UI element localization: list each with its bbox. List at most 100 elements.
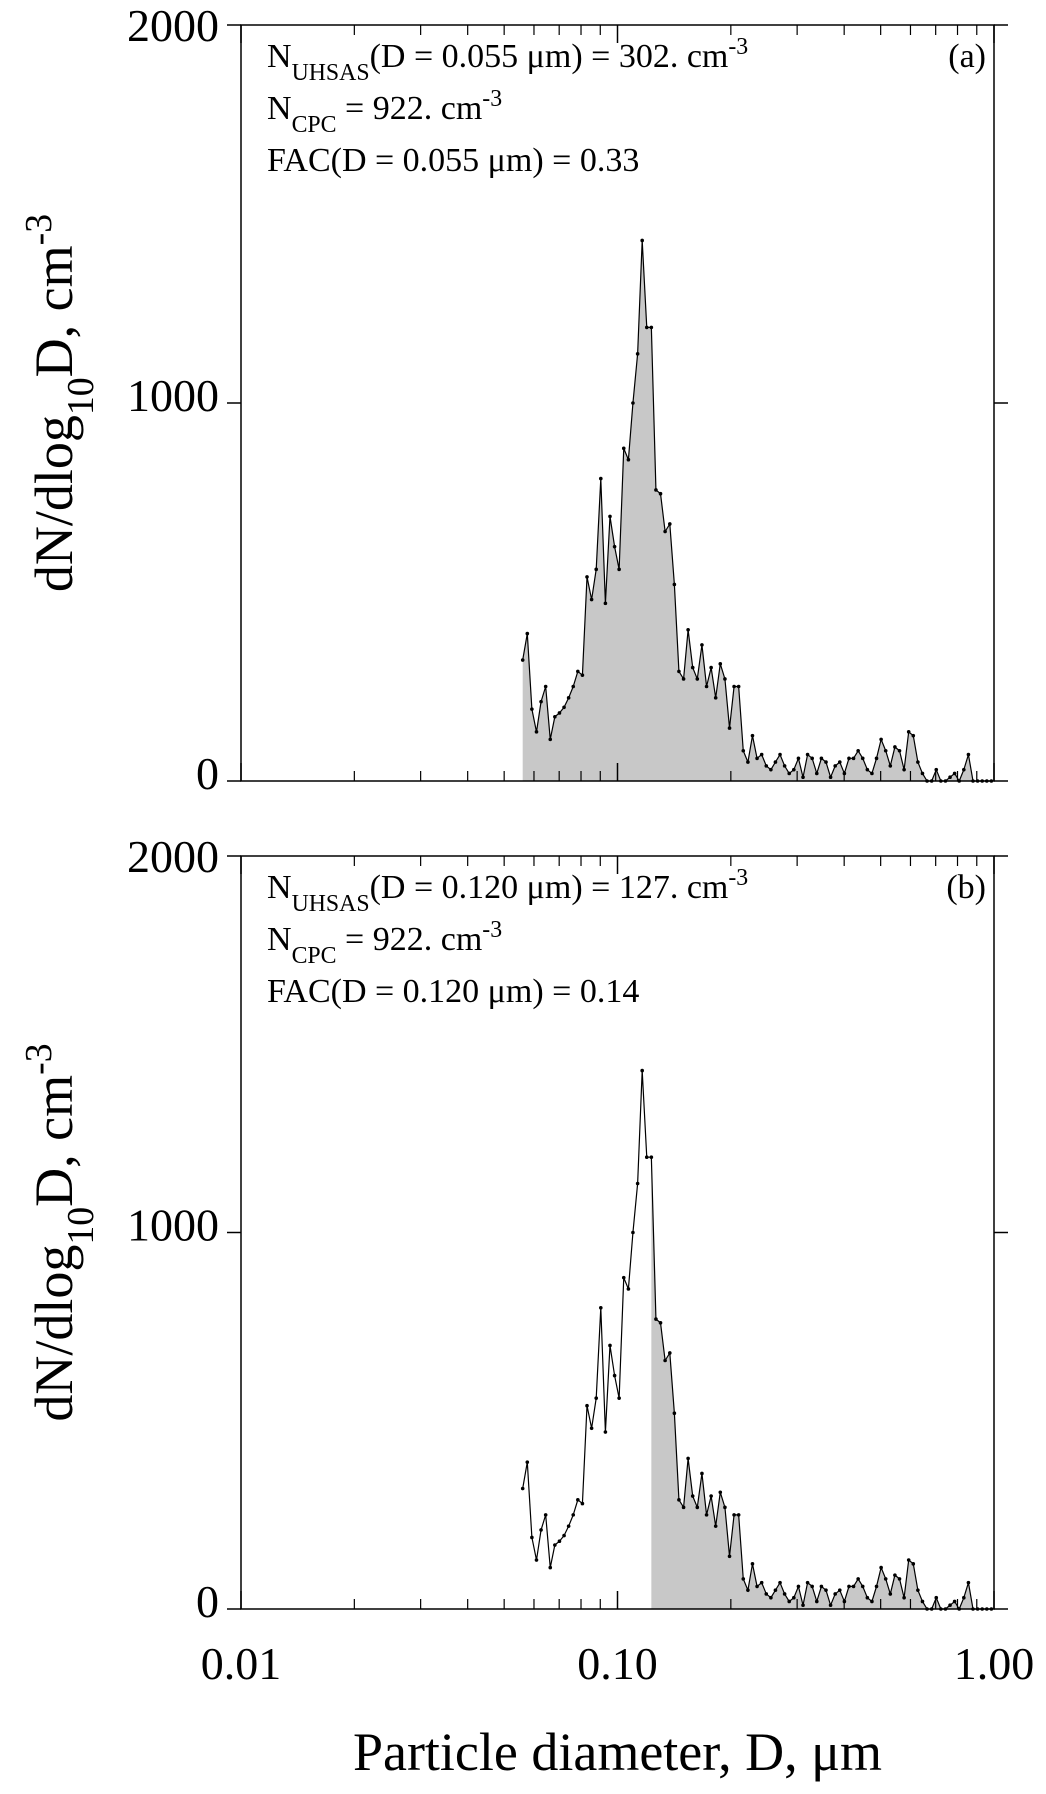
data-line [522, 1070, 992, 1611]
data-point [576, 669, 580, 674]
data-point [851, 756, 856, 761]
data-point [865, 1595, 870, 1600]
data-point [920, 771, 925, 776]
data-point [989, 1607, 994, 1611]
data-point [819, 1584, 824, 1589]
data-point [975, 779, 980, 783]
data-point [548, 1565, 553, 1570]
panel-label: (a) [948, 38, 986, 75]
data-point [750, 733, 755, 738]
data-point [562, 1533, 566, 1538]
data-point [893, 1573, 897, 1577]
text-part: = 922. cm [337, 90, 483, 127]
data-point [598, 1306, 603, 1310]
data-point [888, 764, 893, 768]
data-point [663, 1358, 667, 1363]
data-point [759, 752, 764, 757]
data-point [750, 1562, 755, 1566]
y-tick-label: 2000 [127, 831, 219, 882]
text-part: UHSAS [292, 60, 370, 86]
data-point [736, 684, 741, 689]
data-point [824, 1588, 828, 1592]
data-point [782, 1592, 787, 1596]
plot-frame [240, 855, 995, 1610]
data-point [916, 1588, 920, 1592]
data-point [695, 677, 700, 681]
x-axis-label: Particle diameter, D, μm [353, 1722, 882, 1782]
data-point [879, 1565, 883, 1570]
data-point [690, 1494, 695, 1498]
data-point [911, 1562, 916, 1566]
data-point [658, 491, 663, 496]
data-point [902, 1595, 906, 1600]
data-point [525, 631, 530, 636]
data-point [672, 582, 677, 587]
data-point [621, 1275, 626, 1280]
data-point [814, 771, 819, 776]
data-point [585, 575, 589, 579]
data-point [631, 1230, 635, 1235]
data-point [865, 767, 870, 772]
data-point [833, 764, 837, 768]
data-point [764, 1592, 769, 1596]
data-point [612, 544, 617, 549]
data-point [755, 1584, 759, 1589]
data-point [704, 1513, 709, 1517]
data-point [695, 1505, 700, 1510]
data-point [810, 756, 814, 761]
data-point [672, 1411, 677, 1416]
data-point [860, 1584, 865, 1589]
text-part: N [267, 90, 292, 127]
data-point [612, 1373, 617, 1378]
data-point [934, 767, 939, 772]
y-axis-label: dN/dlog10D, cm-3 [18, 1043, 102, 1421]
text-part: FAC(D = 0.120 μm) = 0.14 [267, 973, 639, 1010]
data-point [879, 737, 883, 742]
data-point [732, 684, 736, 689]
data-point [571, 684, 576, 689]
text-part: -3 [18, 214, 60, 246]
data-point [626, 1287, 631, 1291]
data-point [700, 1471, 704, 1476]
data-point [539, 699, 543, 704]
data-point [943, 779, 948, 783]
text-part: 10 [60, 1207, 102, 1245]
data-point [557, 1539, 562, 1544]
data-point [796, 1584, 801, 1589]
data-point [814, 1599, 819, 1604]
data-point [796, 756, 801, 761]
data-point [668, 1351, 672, 1355]
data-point [520, 1486, 525, 1491]
data-point [952, 1599, 957, 1604]
panel-label: (b) [946, 869, 986, 906]
text-part: -3 [728, 34, 748, 60]
data-point [539, 1528, 543, 1532]
data-point [530, 1535, 534, 1540]
text-part: -3 [18, 1043, 60, 1075]
data-point [888, 1592, 893, 1596]
data-point [723, 1505, 727, 1510]
data-point [787, 1599, 792, 1604]
data-point [787, 771, 792, 776]
annotation: FAC(D = 0.055 μm) = 0.33 [267, 142, 639, 179]
data-point [874, 756, 879, 761]
annotation: FAC(D = 0.120 μm) = 0.14 [267, 973, 639, 1010]
data-point [525, 1460, 530, 1464]
data-point [902, 767, 906, 772]
data-point [810, 1584, 814, 1589]
data-point [746, 1588, 750, 1592]
data-point [727, 1554, 732, 1559]
data-point [906, 1558, 911, 1562]
data-point [952, 771, 957, 776]
data-point [759, 1580, 764, 1585]
y-tick-label: 1000 [127, 370, 219, 421]
data-point [939, 779, 943, 783]
data-point [769, 767, 773, 772]
data-point [543, 1513, 548, 1517]
data-point [700, 643, 704, 647]
data-point [598, 476, 603, 481]
data-point [916, 760, 920, 764]
text-part: N [267, 921, 292, 958]
data-point [980, 779, 985, 783]
